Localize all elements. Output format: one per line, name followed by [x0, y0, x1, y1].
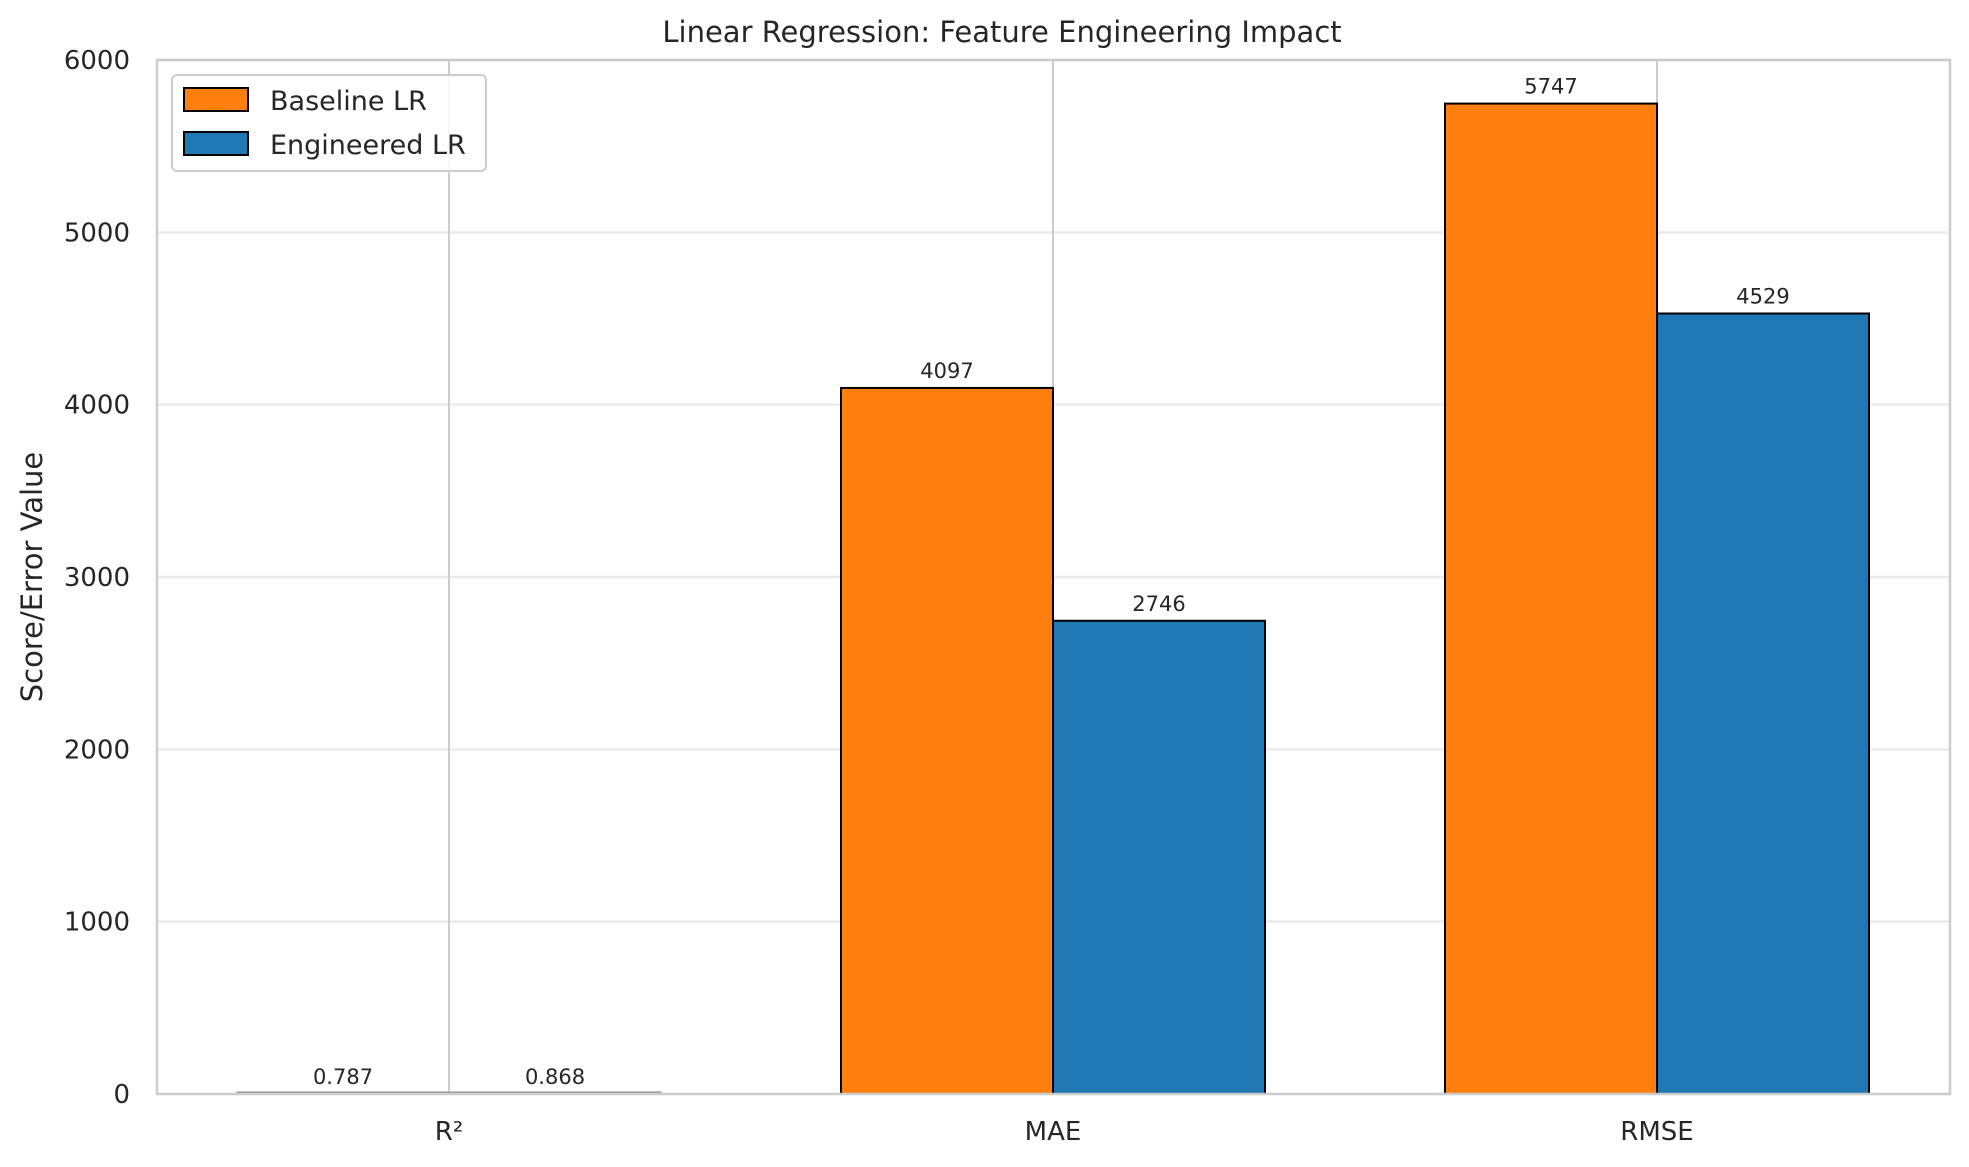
y-tick-label: 2000 — [64, 735, 130, 765]
x-tick-label: R² — [435, 1117, 464, 1147]
y-tick-label: 3000 — [64, 563, 130, 593]
y-axis-ticks: 0 1000 2000 3000 4000 5000 6000 — [64, 46, 130, 1110]
y-axis-label: Score/Error Value — [15, 452, 49, 703]
data-label: 0.787 — [313, 1065, 373, 1089]
legend-label-baseline: Baseline LR — [270, 86, 427, 117]
x-axis-ticks: R² MAE RMSE — [435, 1117, 1694, 1147]
data-label: 4529 — [1736, 285, 1789, 309]
y-tick-label: 1000 — [64, 908, 130, 938]
bar-engineered-1 — [1052, 619, 1266, 1095]
x-tick-label: MAE — [1025, 1117, 1082, 1147]
bar-baseline-2 — [1444, 102, 1658, 1095]
bar-baseline-1 — [840, 386, 1054, 1096]
bars — [236, 102, 1870, 1096]
data-labels: 0.787 4097 5747 0.868 2746 4529 — [313, 75, 1790, 1089]
data-label: 0.868 — [525, 1065, 585, 1089]
y-tick-label: 6000 — [64, 46, 130, 76]
data-label: 4097 — [920, 359, 973, 383]
plot-frame — [155, 58, 1952, 1096]
legend-swatch-engineered — [183, 131, 249, 156]
legend-label-engineered: Engineered LR — [270, 130, 466, 161]
y-tick-label: 5000 — [64, 218, 130, 248]
bar-engineered-2 — [1656, 312, 1870, 1095]
y-tick-label: 0 — [113, 1080, 130, 1110]
chart-title: Linear Regression: Feature Engineering I… — [662, 15, 1341, 49]
legend-box — [171, 74, 487, 172]
legend: Baseline LR Engineered LR — [171, 74, 487, 172]
data-label: 5747 — [1524, 75, 1577, 99]
y-tick-label: 4000 — [64, 391, 130, 421]
data-label: 2746 — [1132, 592, 1185, 616]
legend-swatch-baseline — [183, 87, 249, 112]
x-tick-label: RMSE — [1620, 1117, 1693, 1147]
